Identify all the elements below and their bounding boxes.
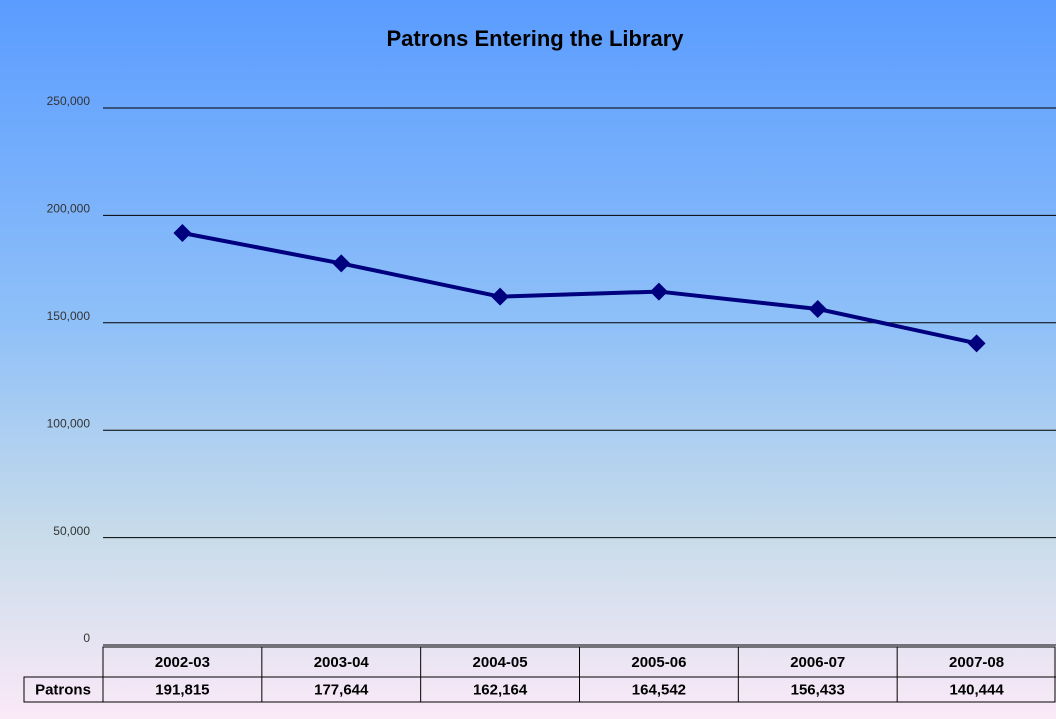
- chart-title: Patrons Entering the Library: [386, 26, 684, 51]
- y-tick-label: 150,000: [47, 309, 91, 323]
- data-table-value: 140,444: [949, 681, 1004, 698]
- marker: [808, 299, 827, 318]
- x-tick-label: 2006-07: [790, 654, 845, 671]
- y-tick-label: 0: [83, 631, 90, 645]
- y-tick-label: 50,000: [53, 524, 90, 538]
- x-tick-label: 2003-04: [314, 654, 370, 671]
- table-border: [23, 676, 104, 703]
- marker: [173, 223, 192, 242]
- y-tick-label: 250,000: [47, 94, 91, 108]
- x-tick-label: 2005-06: [631, 654, 686, 671]
- marker: [649, 282, 668, 301]
- marker: [967, 334, 986, 353]
- marker: [332, 254, 351, 273]
- x-tick-label: 2002-03: [155, 654, 210, 671]
- data-table-value: 191,815: [155, 681, 209, 698]
- legend-label: Patrons: [35, 681, 91, 698]
- marker: [491, 287, 510, 306]
- y-tick-label: 100,000: [47, 416, 91, 430]
- y-tick-label: 200,000: [47, 202, 91, 216]
- series-line: [182, 231, 978, 346]
- data-table-value: 164,542: [632, 681, 686, 698]
- x-tick-label: 2007-08: [949, 654, 1004, 671]
- data-table-value: 156,433: [791, 681, 845, 698]
- data-table-value: 162,164: [473, 681, 528, 698]
- x-tick-label: 2004-05: [473, 654, 528, 671]
- data-table-value: 177,644: [314, 681, 369, 698]
